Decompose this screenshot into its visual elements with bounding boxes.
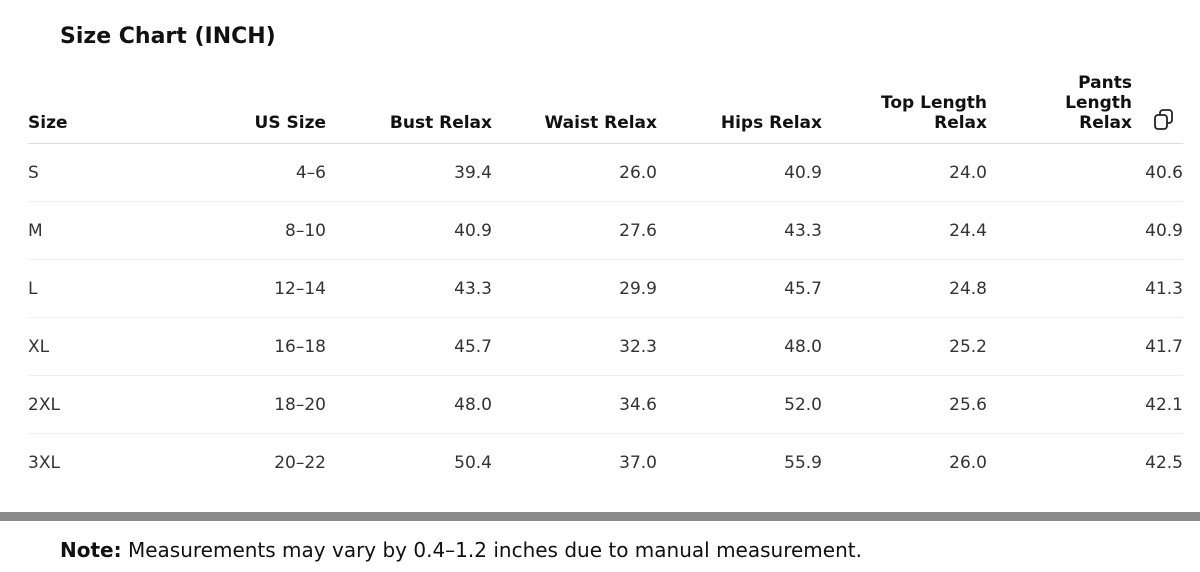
table-cell: 26.0 bbox=[949, 452, 987, 473]
table-row: S 4–6 39.4 26.0 40.9 24.0 40.6 bbox=[28, 143, 1183, 202]
column-header: US Size bbox=[226, 62, 326, 144]
table-cell: 27.6 bbox=[492, 201, 657, 260]
table-cell: 39.4 bbox=[326, 143, 492, 202]
column-header: Bust Relax bbox=[326, 62, 492, 144]
note-label: Note: bbox=[60, 538, 122, 562]
table-cell: 48.0 bbox=[657, 317, 822, 376]
table-cell: 24.8 bbox=[822, 259, 987, 318]
column-header: Pants Length Relax bbox=[987, 62, 1183, 144]
table-cell: 4–6 bbox=[226, 143, 326, 202]
table-cell: 52.0 bbox=[657, 375, 822, 434]
table-cell: 40.9 bbox=[987, 201, 1183, 260]
column-header: Waist Relax bbox=[492, 62, 657, 144]
table-cell: 3XL bbox=[28, 452, 60, 473]
column-header: Size bbox=[28, 62, 226, 144]
table-row: M 8–10 40.9 27.6 43.3 24.4 40.9 bbox=[28, 201, 1183, 260]
table-cell: S bbox=[28, 143, 226, 202]
column-header-text: Top Length Relax bbox=[881, 93, 987, 133]
column-header-text: Waist Relax bbox=[544, 113, 658, 133]
column-header-text: Size bbox=[28, 113, 68, 133]
table-cell: 55.9 bbox=[784, 452, 822, 473]
table-row: L 12–14 43.3 29.9 45.7 24.8 41.3 bbox=[28, 259, 1183, 318]
table-cell: 40.6 bbox=[987, 143, 1183, 202]
column-header-text: Pants Length Relax bbox=[1065, 73, 1132, 133]
copy-icon[interactable] bbox=[1153, 108, 1175, 132]
column-header-text: Hips Relax bbox=[720, 113, 822, 133]
table-cell: 40.9 bbox=[657, 143, 822, 202]
table-cell: 45.7 bbox=[657, 259, 822, 318]
table-cell: M bbox=[28, 201, 226, 260]
title: Size Chart (INCH) bbox=[60, 24, 276, 49]
table-cell: 42.1 bbox=[987, 375, 1183, 434]
table-cell: 43.3 bbox=[657, 201, 822, 260]
column-header: Hips Relax bbox=[657, 62, 822, 144]
divider bbox=[0, 512, 1200, 521]
note-text: Measurements may vary by 0.4–1.2 inches … bbox=[127, 538, 862, 562]
table-cell: 20–22 bbox=[274, 452, 326, 473]
table-cell: 34.6 bbox=[492, 375, 657, 434]
table-cell: 8–10 bbox=[226, 201, 326, 260]
table-cell: 42.5 bbox=[1145, 452, 1183, 473]
table-cell: 37.0 bbox=[619, 452, 657, 473]
table-cell: 16–18 bbox=[226, 317, 326, 376]
table-body: S 4–6 39.4 26.0 40.9 24.0 40.6 M 8–10 40.9 27.6 43.… bbox=[28, 143, 1183, 492]
table-cell: 12–14 bbox=[226, 259, 326, 318]
size-table: Size US Size Bust Relax Waist Relax Hips Rel… bbox=[28, 62, 1183, 491]
header-row: Size US Size Bust Relax Waist Relax Hips Rel… bbox=[28, 62, 1183, 144]
table-row: 2XL 18–20 48.0 34.6 52.0 25.6 42.1 bbox=[28, 375, 1183, 434]
table-cell: 29.9 bbox=[492, 259, 657, 318]
table-cell: 45.7 bbox=[326, 317, 492, 376]
table-cell: 25.6 bbox=[822, 375, 987, 434]
note: Note: Measurements may vary by 0.4–1.2 i… bbox=[60, 538, 862, 562]
table-cell: 24.0 bbox=[822, 143, 987, 202]
table-cell: 41.3 bbox=[987, 259, 1183, 318]
table-cell: 48.0 bbox=[326, 375, 492, 434]
table-cell: 25.2 bbox=[822, 317, 987, 376]
table-cell: 24.4 bbox=[822, 201, 987, 260]
table-cell: 32.3 bbox=[492, 317, 657, 376]
table-cell: 50.4 bbox=[454, 452, 492, 473]
table-cell: 26.0 bbox=[492, 143, 657, 202]
table-cell: 43.3 bbox=[326, 259, 492, 318]
table-row: 3XL 20–22 50.4 37.0 55.9 26.0 42.5 bbox=[28, 434, 1183, 492]
table-cell: 18–20 bbox=[226, 375, 326, 434]
table-cell: 2XL bbox=[28, 375, 226, 434]
table-row: XL 16–18 45.7 32.3 48.0 25.2 41.7 bbox=[28, 317, 1183, 376]
table-cell: L bbox=[28, 259, 226, 318]
column-header-text: US Size bbox=[254, 113, 326, 133]
table-cell: 41.7 bbox=[987, 317, 1183, 376]
table-cell: 40.9 bbox=[326, 201, 492, 260]
table-cell: XL bbox=[28, 317, 226, 376]
column-header-text: Bust Relax bbox=[389, 113, 492, 133]
column-header: Top Length Relax bbox=[822, 62, 987, 144]
